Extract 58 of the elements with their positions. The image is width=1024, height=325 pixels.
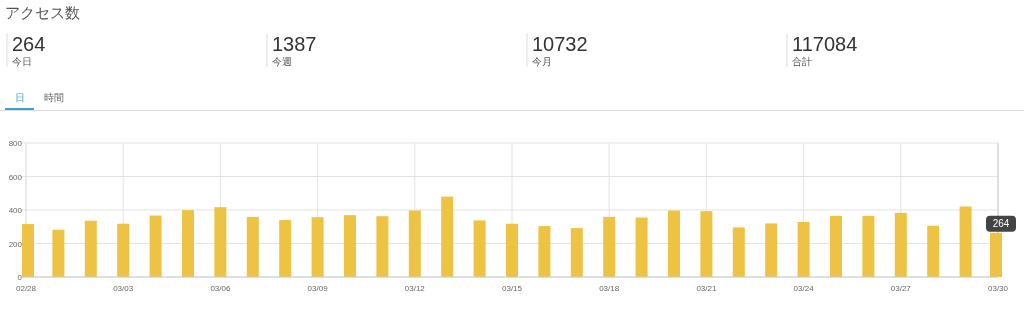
x-tick-label: 03/09 [307, 284, 329, 293]
bar [506, 223, 518, 277]
annotation: 264 [992, 218, 1010, 230]
x-tick-label: 03/27 [890, 284, 912, 293]
text: 264 [12, 33, 46, 55]
bar [149, 215, 162, 277]
y-tick-label: 200 [8, 239, 23, 249]
bar [830, 215, 842, 277]
x-tick-label: 03/24 [793, 284, 815, 293]
bar [635, 217, 648, 277]
bar [862, 215, 875, 277]
y-tick-label: 400 [8, 206, 23, 215]
x-tick-label: 03/12 [404, 284, 426, 293]
bar [408, 210, 421, 277]
bar [246, 216, 259, 277]
text: アクセス数 [5, 4, 80, 21]
text: 今日 [12, 56, 32, 67]
x-tick-label: 03/30 [987, 284, 1009, 293]
bar [959, 206, 972, 277]
bar [376, 216, 389, 277]
bar [473, 220, 486, 277]
bar [441, 196, 454, 277]
x-tick-label: 03/06 [210, 284, 231, 293]
bar [570, 228, 583, 277]
x-tick-label: 03/18 [599, 284, 620, 293]
bar [279, 220, 292, 277]
y-tick-label: 800 [8, 139, 23, 148]
text: 合計 [792, 56, 812, 67]
bar [22, 224, 34, 277]
x-tick-label: 03/03 [113, 284, 134, 293]
bar [765, 223, 778, 277]
text: 1387 [272, 33, 317, 55]
bar [52, 229, 65, 277]
text: 日 [15, 92, 25, 103]
x-tick-label: 03/15 [501, 284, 523, 293]
bar [311, 217, 324, 277]
bar [732, 227, 745, 277]
bar [603, 216, 616, 277]
x-tick-label: 02/28 [15, 284, 37, 293]
bar [668, 210, 680, 277]
bar [84, 220, 97, 277]
bar [214, 207, 227, 277]
x-tick-label: 03/21 [696, 284, 717, 293]
bar [700, 211, 713, 277]
text: 今月 [532, 56, 552, 67]
bar [538, 226, 551, 277]
text: 今週 [272, 56, 292, 67]
y-tick-label: 0 [17, 273, 23, 282]
bar [117, 223, 130, 277]
text: 時間 [44, 92, 64, 103]
bar [344, 215, 356, 277]
text: 117084 [792, 33, 858, 55]
y-tick-label: 600 [8, 172, 23, 182]
bar [894, 212, 907, 277]
text: 10732 [532, 33, 588, 55]
bar [927, 225, 940, 277]
bar [182, 210, 194, 277]
bar [797, 222, 810, 277]
